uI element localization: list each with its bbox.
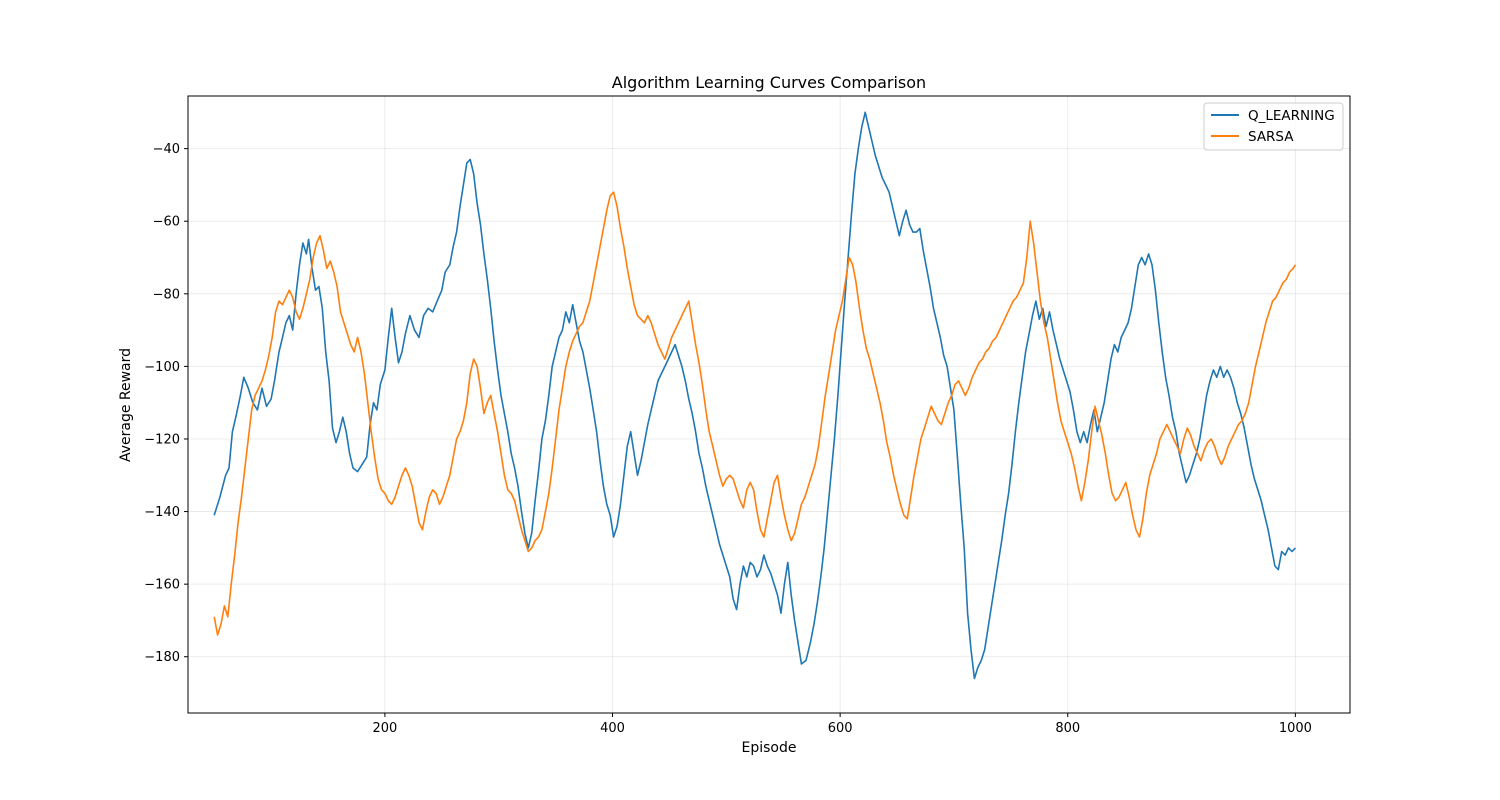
x-tick-label: 1000: [1279, 721, 1312, 736]
y-tick-label: −120: [144, 432, 180, 447]
x-tick-label: 400: [600, 721, 625, 736]
x-axis-label: Episode: [742, 740, 797, 756]
series-line-q-learning: [213, 111, 1296, 680]
x-tick-label: 600: [828, 721, 853, 736]
y-tick-label: −140: [144, 505, 180, 520]
y-tick-label: −80: [153, 287, 180, 302]
series-line-sarsa: [213, 191, 1297, 636]
chart-title: Algorithm Learning Curves Comparison: [612, 73, 926, 92]
series-layer: [213, 111, 1297, 680]
y-tick-label: −100: [144, 360, 180, 375]
plot-frame: [187, 95, 1351, 714]
legend-label-q-learning: Q_LEARNING: [1248, 108, 1335, 124]
y-axis-label: Average Reward: [118, 348, 134, 462]
x-tick-label: 800: [1055, 721, 1080, 736]
legend-label-sarsa: SARSA: [1248, 129, 1294, 145]
legend: Q_LEARNING SARSA: [1203, 102, 1344, 151]
x-tick-label: 200: [372, 721, 397, 736]
y-tick-label: −180: [144, 650, 180, 665]
y-tick-label: −40: [153, 142, 180, 157]
y-tick-label: −60: [153, 215, 180, 230]
y-tick-label: −160: [144, 578, 180, 593]
axis-ticks: 200 400 600 800 1000 −180 −160 −140 −120 −100 −80 −…: [144, 142, 1312, 736]
